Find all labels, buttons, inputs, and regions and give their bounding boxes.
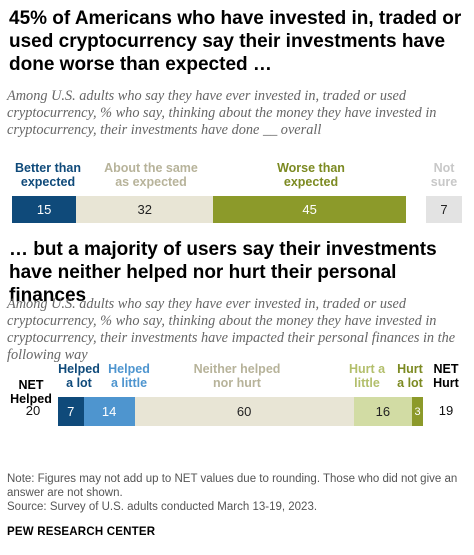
net-helped-label: NET Helped bbox=[10, 378, 52, 406]
chart2-bar: 7 14 60 16 3 bbox=[58, 397, 423, 426]
chart2-segment-4: 3 bbox=[412, 397, 423, 426]
chart2-segment-2: 60 bbox=[134, 397, 354, 426]
note: Note: Figures may not add up to NET valu… bbox=[7, 473, 458, 499]
chart1-subtitle: Among U.S. adults who say they have ever… bbox=[7, 88, 437, 138]
chart2-segment-3: 16 bbox=[353, 397, 413, 426]
chart1-title: 45% of Americans who have invested in, t… bbox=[9, 8, 462, 75]
chart2-label-helped-lot: Helped a lot bbox=[58, 362, 100, 390]
chart1-segment-2: 45 bbox=[213, 196, 406, 223]
chart1-label-worse: Worse than expected bbox=[277, 161, 345, 189]
chart2-segment-1: 14 bbox=[83, 397, 135, 426]
chart2-label-hurt-little: Hurt a little bbox=[348, 362, 386, 390]
chart2-title: … but a majority of users say their inve… bbox=[9, 239, 437, 306]
brand: PEW RESEARCH CENTER bbox=[7, 526, 156, 538]
net-hurt-label: NET Hurt bbox=[433, 362, 459, 390]
chart1-label-notsure: Not sure bbox=[430, 161, 458, 189]
chart1-label-better: Better than expected bbox=[15, 161, 81, 189]
chart2-segment-0: 7 bbox=[58, 397, 84, 426]
chart2-subtitle: Among U.S. adults who say they have ever… bbox=[7, 296, 456, 363]
chart2-label-hurt-lot: Hurt a lot bbox=[397, 362, 423, 390]
chart1-segment-0: 15 bbox=[12, 196, 77, 223]
chart1-segment-1: 32 bbox=[76, 196, 214, 223]
chart1-label-same: About the same as expected bbox=[104, 161, 198, 189]
chart2-label-helped-little: Helped a little bbox=[108, 362, 150, 390]
source: Source: Survey of U.S. adults conducted … bbox=[7, 501, 318, 513]
chart1-bar: 15 32 45 7 bbox=[12, 196, 462, 223]
chart2-label-neither: Neither helped nor hurt bbox=[193, 362, 281, 390]
net-helped-value: 20 bbox=[25, 403, 41, 418]
net-hurt-value: 19 bbox=[438, 403, 454, 418]
chart1-segment-3: 7 bbox=[426, 196, 462, 223]
